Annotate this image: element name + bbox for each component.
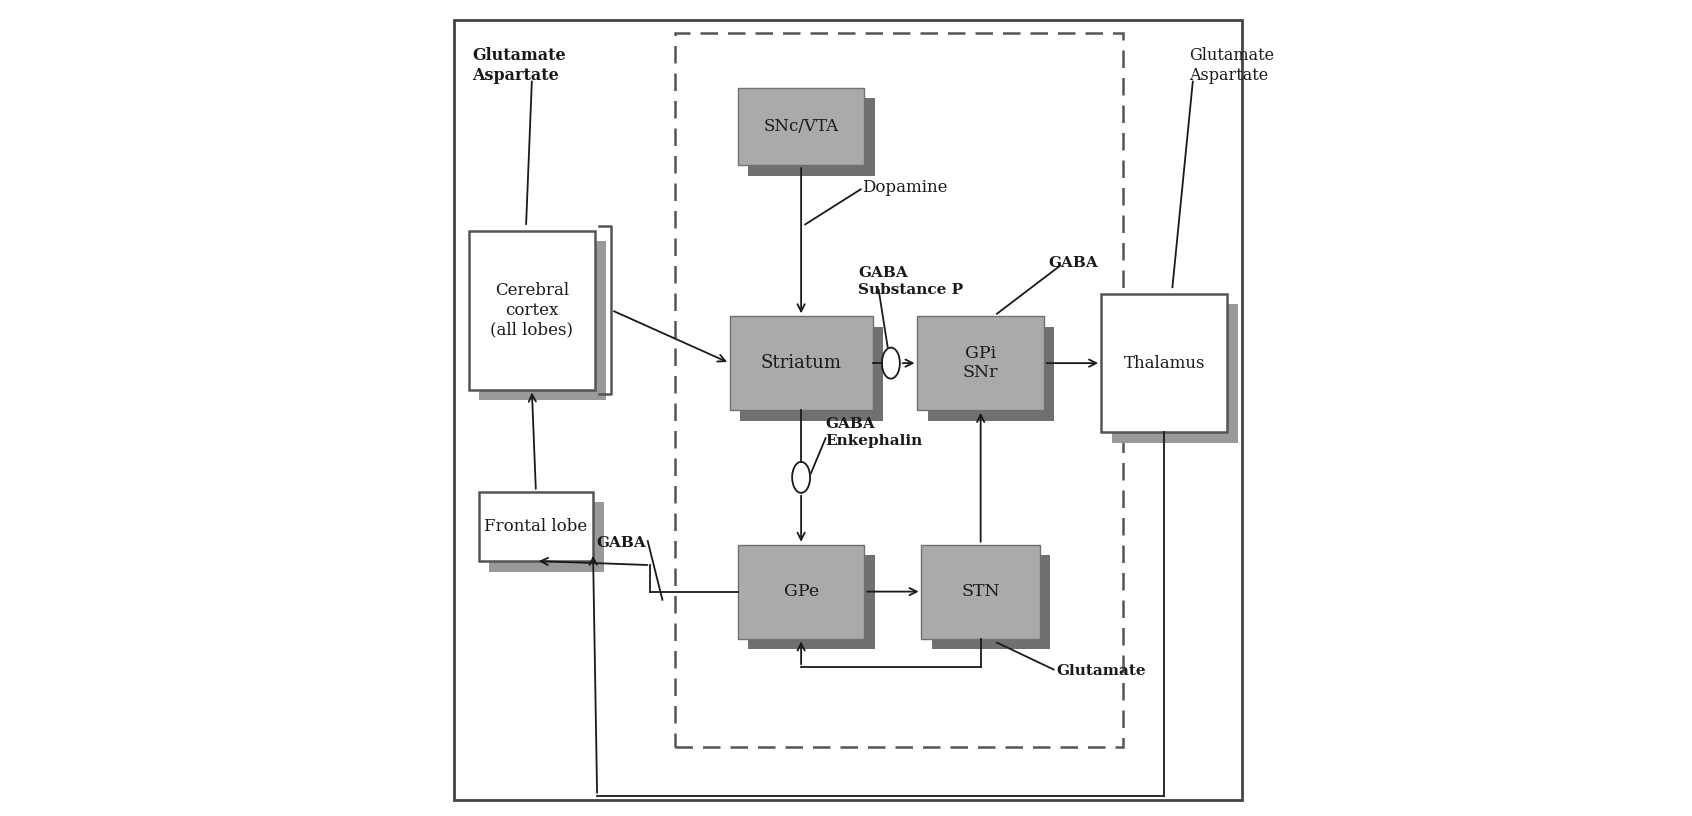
Text: Glutamate: Glutamate	[1056, 664, 1145, 678]
Bar	[1112, 304, 1239, 443]
Text: Cerebral
cortex
(all lobes): Cerebral cortex (all lobes)	[491, 282, 574, 338]
Text: Frontal lobe: Frontal lobe	[484, 518, 587, 534]
Text: Thalamus: Thalamus	[1123, 355, 1205, 371]
Text: GABA: GABA	[596, 535, 646, 550]
Text: Glutamate
Aspartate: Glutamate Aspartate	[472, 47, 565, 83]
Text: Striatum: Striatum	[761, 354, 841, 372]
Text: GABA
Enkephalin: GABA Enkephalin	[826, 417, 922, 448]
Text: GABA
Substance P: GABA Substance P	[858, 266, 963, 297]
Text: STN: STN	[961, 583, 1000, 600]
Text: GPi
SNr: GPi SNr	[963, 345, 998, 381]
Bar	[489, 502, 604, 571]
Text: Dopamine: Dopamine	[863, 180, 948, 196]
Text: GPe: GPe	[783, 583, 819, 600]
Bar	[479, 491, 592, 561]
Bar	[748, 99, 875, 176]
Bar	[729, 316, 873, 410]
Bar	[469, 230, 596, 390]
Bar	[738, 545, 865, 638]
Bar	[922, 545, 1041, 638]
Text: Glutamate
Aspartate: Glutamate Aspartate	[1189, 47, 1274, 83]
Bar	[741, 326, 883, 421]
Bar	[1101, 294, 1227, 432]
Text: SNc/VTA: SNc/VTA	[763, 118, 839, 135]
Bar	[479, 242, 606, 401]
Text: GABA: GABA	[1047, 256, 1098, 270]
Bar	[748, 555, 875, 650]
Bar	[738, 88, 865, 165]
Bar	[917, 316, 1044, 410]
Bar	[932, 555, 1051, 650]
Bar	[927, 326, 1054, 421]
Bar	[675, 33, 1123, 747]
